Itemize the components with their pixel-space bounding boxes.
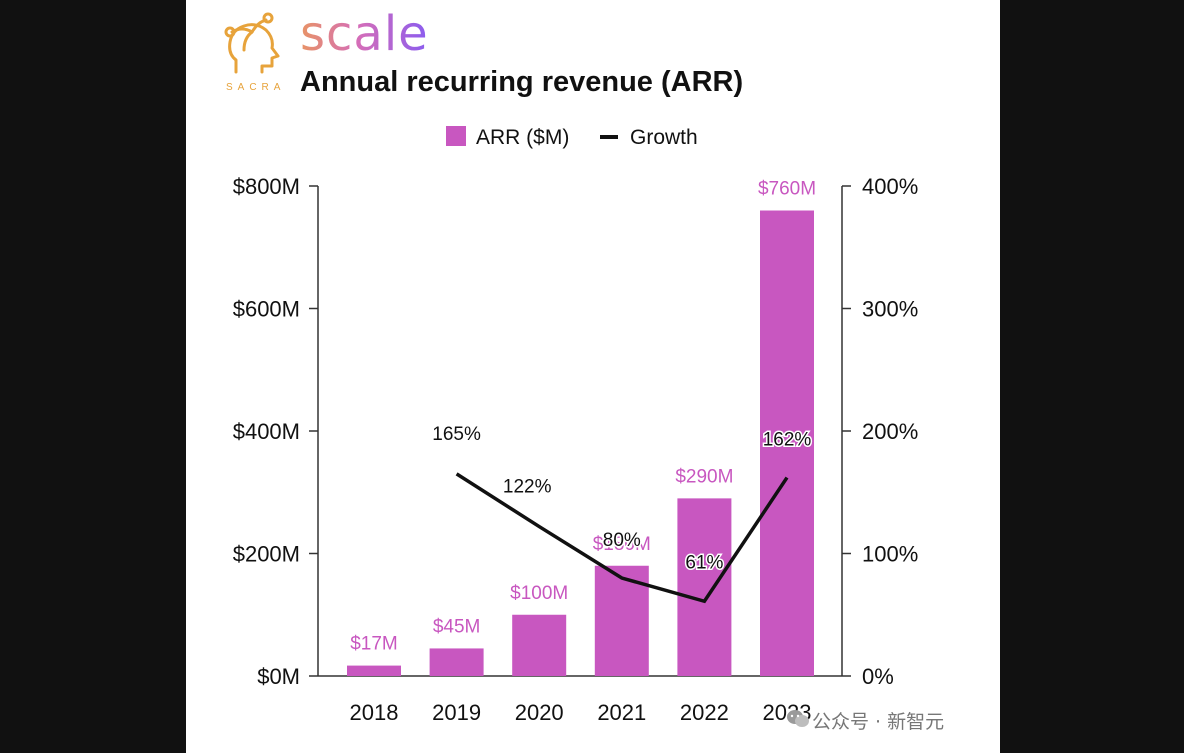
arr-bar	[760, 210, 814, 676]
growth-label: 61%	[685, 552, 723, 573]
arr-bar	[512, 614, 567, 676]
left-tick-label: $400M	[233, 419, 300, 444]
arr-bar	[677, 498, 732, 676]
x-tick-label: 2022	[680, 700, 729, 725]
left-tick-label: $800M	[233, 174, 300, 199]
legend-growth-label: Growth	[630, 126, 698, 149]
brand-name: scale	[300, 6, 429, 62]
arr-bar-label: $100M	[510, 583, 568, 604]
watermark-text: 公众号 · 新智元	[812, 711, 945, 733]
x-tick-label: 2021	[597, 700, 646, 725]
growth-label: 80%	[603, 530, 641, 551]
x-tick-label: 2018	[350, 700, 399, 725]
chart-panel	[186, 0, 1000, 753]
arr-bar-label: $17M	[350, 634, 398, 655]
right-tick-label: 400%	[862, 174, 918, 199]
growth-label: 165%	[432, 424, 481, 445]
arr-bar-label: $760M	[758, 179, 816, 200]
x-tick-label: 2020	[515, 700, 564, 725]
legend-arr-swatch	[446, 126, 466, 146]
growth-label: 122%	[503, 477, 552, 498]
growth-line	[455, 472, 789, 604]
arr-bar-label: $180M	[593, 534, 651, 555]
right-tick-label: 300%	[862, 297, 918, 322]
head-sprout-icon	[224, 12, 280, 74]
right-tick-label: 200%	[862, 419, 918, 444]
wechat-icon	[787, 710, 809, 727]
publisher-name: SACRA	[226, 82, 286, 93]
x-tick-label: 2019	[432, 700, 481, 725]
left-tick-label: $0M	[257, 664, 300, 689]
chart-title: Annual recurring revenue (ARR)	[300, 66, 744, 98]
legend-arr-label: ARR ($M)	[476, 126, 569, 149]
right-tick-label: 100%	[862, 542, 918, 567]
arr-bar-label: $45M	[433, 616, 481, 637]
growth-label: 162%	[763, 430, 812, 451]
arr-bar	[429, 648, 484, 676]
arr-bar	[347, 665, 401, 676]
left-tick-label: $200M	[233, 542, 300, 567]
left-tick-label: $600M	[233, 297, 300, 322]
arr-bar-label: $290M	[675, 466, 733, 487]
right-tick-label: 0%	[862, 664, 894, 689]
